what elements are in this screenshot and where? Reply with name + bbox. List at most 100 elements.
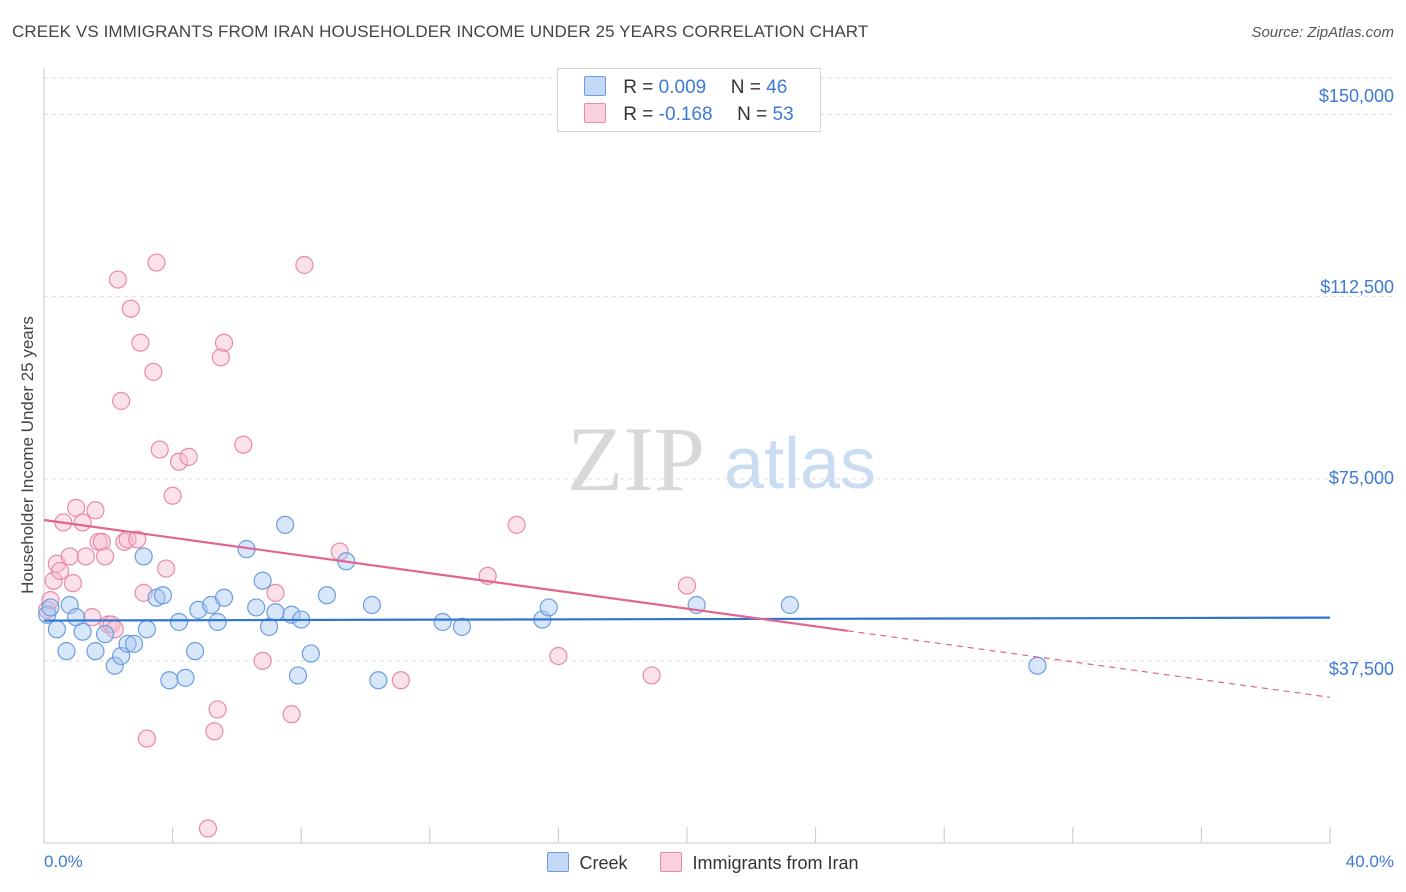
creek-point bbox=[169, 612, 189, 632]
legend-r-label: R = bbox=[623, 77, 654, 98]
y-tick-label: $150,000 bbox=[1318, 86, 1394, 106]
iran-point bbox=[282, 705, 301, 724]
legend-creek-label: Creek bbox=[579, 853, 628, 873]
creek-point bbox=[153, 586, 173, 605]
creek-point bbox=[288, 666, 308, 685]
creek-point bbox=[780, 595, 799, 615]
iran-point bbox=[86, 501, 105, 520]
iran-point bbox=[234, 435, 253, 454]
iran-point bbox=[63, 574, 83, 593]
iran-point bbox=[198, 819, 218, 838]
iran-trend-extension bbox=[847, 630, 1331, 698]
creek-point bbox=[247, 598, 266, 617]
iran-point bbox=[642, 666, 661, 685]
legend-iran-label: Immigrants from Iran bbox=[692, 853, 859, 873]
iran-point bbox=[179, 447, 198, 466]
legend-n-label: N = bbox=[730, 77, 761, 98]
y-tick-label: $37,500 bbox=[1328, 659, 1394, 679]
iran-point bbox=[38, 600, 57, 619]
iran-point bbox=[147, 253, 166, 272]
iran-point bbox=[92, 532, 111, 551]
creek-point bbox=[186, 642, 205, 661]
creek-point bbox=[73, 622, 92, 641]
creek-point bbox=[86, 642, 105, 661]
y-tick-label: $112,500 bbox=[1320, 277, 1394, 297]
iran-point bbox=[211, 348, 230, 367]
legend-r-label: R = bbox=[623, 104, 654, 125]
legend-n-value: 53 bbox=[772, 104, 794, 125]
creek-trend-line bbox=[43, 616, 1331, 622]
source-label: Source: ZipAtlas.com bbox=[1251, 24, 1394, 41]
iran-point bbox=[121, 299, 140, 318]
iran-point bbox=[50, 561, 70, 581]
legend-row-creek: R = 0.009 N = 46 bbox=[584, 76, 787, 98]
creek-point bbox=[137, 620, 156, 639]
creek-swatch bbox=[584, 76, 606, 96]
iran-point bbox=[266, 583, 285, 602]
creek-point bbox=[208, 612, 227, 632]
grid-lines bbox=[44, 77, 1395, 662]
iran-point bbox=[95, 547, 115, 566]
creek-point bbox=[124, 634, 144, 653]
creek-point bbox=[362, 595, 382, 615]
creek-point bbox=[95, 625, 115, 644]
creek-point bbox=[57, 642, 76, 661]
creek-point bbox=[301, 644, 320, 663]
watermark-zip: ZIP bbox=[567, 408, 705, 510]
creek-swatch bbox=[547, 852, 570, 872]
iran-trend-line bbox=[43, 518, 848, 632]
x-tick-label-max: 40.0% bbox=[1345, 852, 1394, 871]
correlation-legend: R = 0.009 N = 46 R = -0.168 N = 53 bbox=[557, 68, 821, 132]
iran-point bbox=[150, 440, 169, 459]
creek-point bbox=[266, 603, 285, 622]
creek-point bbox=[118, 634, 137, 653]
creek-point bbox=[41, 598, 60, 617]
iran-point bbox=[41, 591, 60, 610]
creek-point bbox=[160, 671, 179, 690]
iran-point bbox=[76, 547, 95, 566]
creek-point bbox=[214, 588, 234, 607]
iran-point bbox=[677, 576, 697, 595]
y-tick-label: $75,000 bbox=[1328, 468, 1394, 488]
iran-point bbox=[73, 513, 92, 532]
iran-point bbox=[549, 646, 568, 666]
creek-point bbox=[539, 598, 558, 617]
watermark: ZIP atlas bbox=[567, 408, 876, 510]
iran-point bbox=[208, 700, 227, 719]
iran-point bbox=[131, 333, 150, 352]
legend-n-value: 46 bbox=[766, 77, 788, 98]
iran-points bbox=[38, 253, 697, 838]
creek-point bbox=[176, 668, 195, 687]
iran-point bbox=[253, 651, 272, 670]
trend-lines bbox=[43, 518, 1331, 698]
iran-point bbox=[157, 559, 176, 578]
series-legend: Creek Immigrants from Iran bbox=[0, 852, 1406, 874]
iran-point bbox=[169, 452, 189, 471]
iran-point bbox=[60, 547, 79, 566]
iran-point bbox=[144, 362, 163, 381]
iran-point bbox=[108, 270, 128, 289]
creek-point bbox=[317, 586, 337, 605]
iran-point bbox=[507, 515, 526, 534]
iran-point bbox=[83, 608, 102, 627]
creek-point bbox=[47, 620, 66, 639]
iran-point bbox=[205, 722, 224, 741]
creek-point bbox=[433, 612, 452, 632]
iran-point bbox=[128, 530, 147, 549]
legend-row-iran: R = -0.168 N = 53 bbox=[584, 103, 794, 125]
creek-points bbox=[38, 515, 1047, 690]
creek-point bbox=[369, 671, 388, 690]
legend-item-iran: Immigrants from Iran bbox=[660, 852, 859, 874]
iran-point bbox=[163, 486, 182, 505]
watermark-atlas: atlas bbox=[724, 424, 876, 504]
chart-title: CREEK VS IMMIGRANTS FROM IRAN HOUSEHOLDE… bbox=[12, 22, 869, 41]
iran-swatch bbox=[584, 103, 606, 123]
creek-point bbox=[105, 656, 124, 675]
x-tick-label-min: 0.0% bbox=[44, 852, 83, 871]
creek-point bbox=[452, 617, 472, 636]
creek-point bbox=[276, 515, 295, 534]
axes bbox=[43, 68, 1331, 844]
legend-item-creek: Creek bbox=[547, 852, 627, 874]
creek-point bbox=[134, 547, 153, 566]
